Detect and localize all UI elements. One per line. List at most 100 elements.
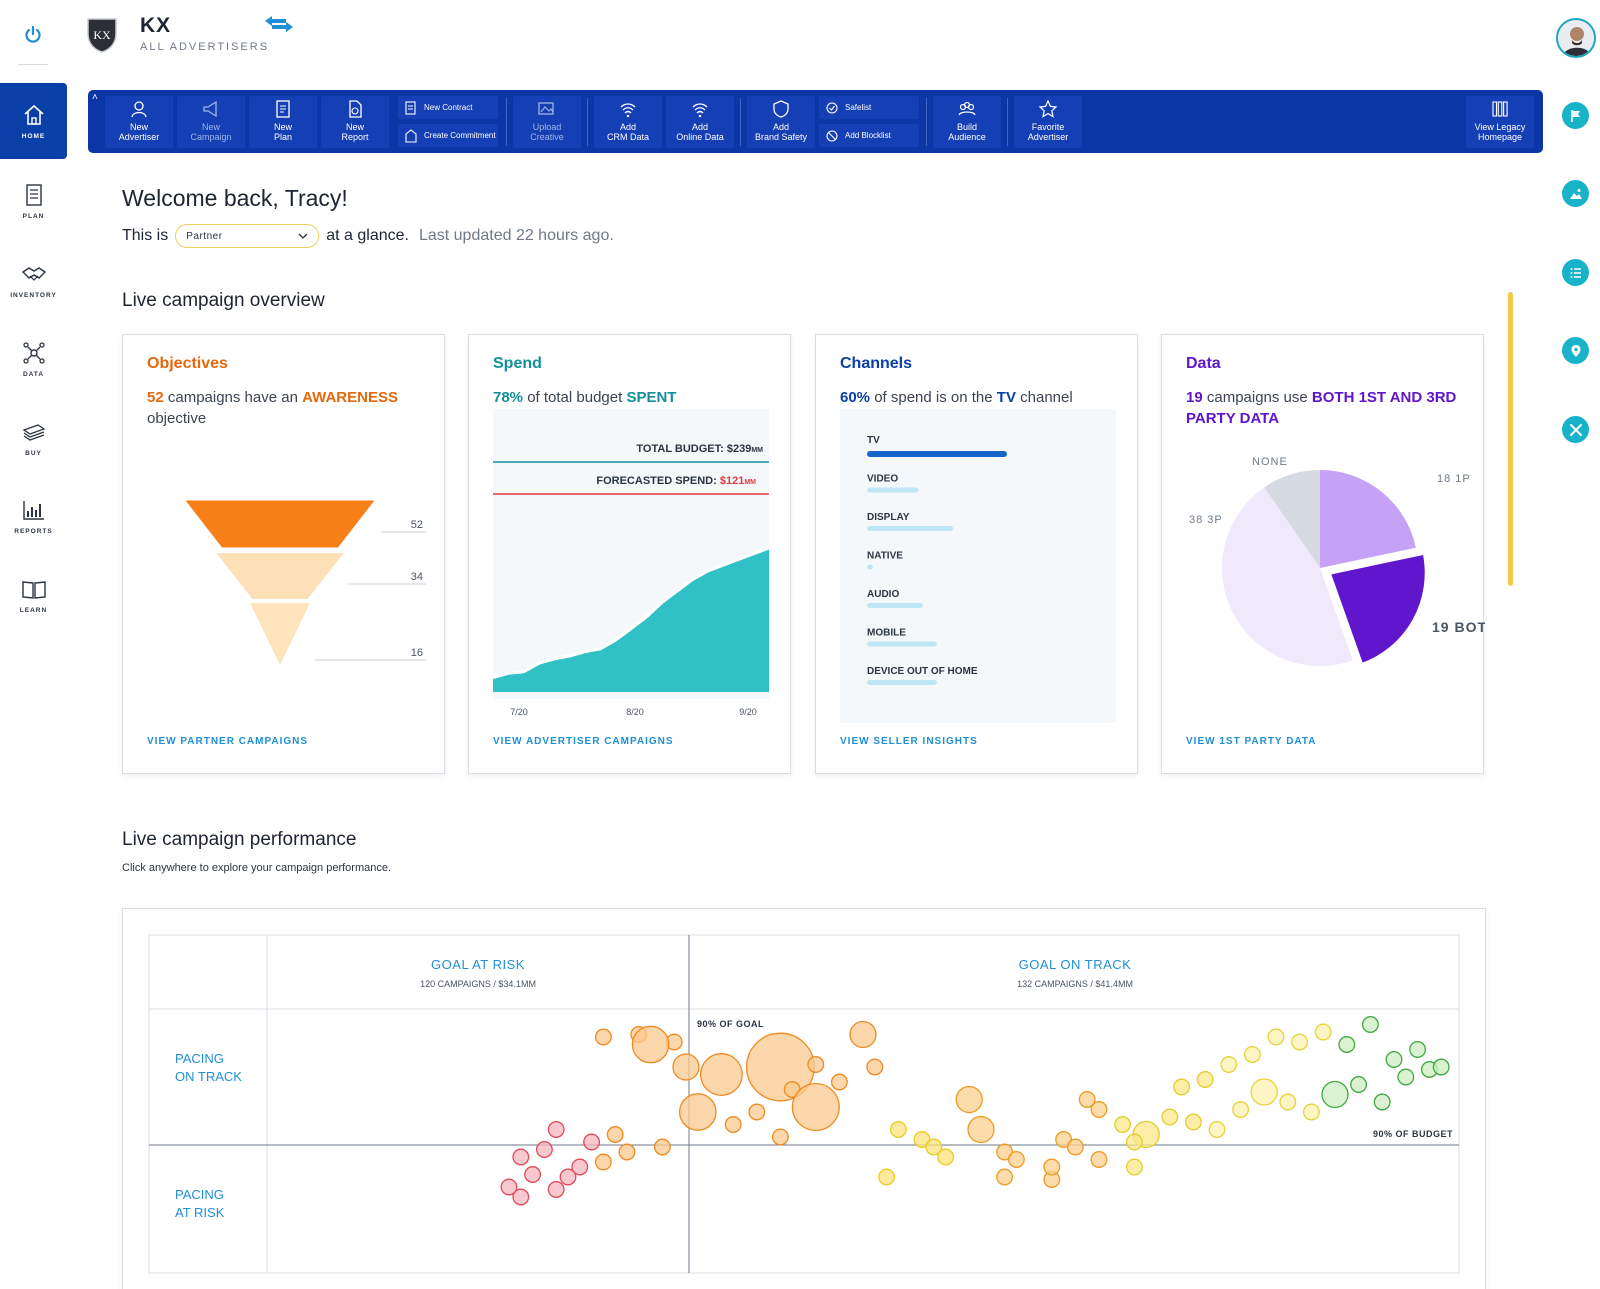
scroll-indicator[interactable]	[1508, 292, 1513, 586]
campaign-bubble[interactable]	[807, 1056, 825, 1073]
nav-learn[interactable]: LEARN	[0, 557, 67, 633]
campaign-bubble[interactable]	[1432, 1058, 1450, 1076]
build-audience-button[interactable]: Build Audience	[933, 96, 1001, 148]
channel-bar[interactable]	[867, 680, 937, 685]
campaign-bubble[interactable]	[866, 1058, 884, 1076]
view-seller-insights-link[interactable]: VIEW SELLER INSIGHTS	[840, 736, 978, 747]
campaign-bubble[interactable]	[996, 1143, 1014, 1161]
campaign-bubble[interactable]	[791, 1082, 840, 1132]
campaign-bubble[interactable]	[535, 1141, 553, 1158]
campaign-bubble[interactable]	[512, 1188, 530, 1206]
campaign-bubble[interactable]	[618, 1143, 636, 1161]
location-pin-icon[interactable]	[1562, 337, 1589, 364]
campaign-bubble[interactable]	[1007, 1151, 1025, 1168]
campaign-bubble[interactable]	[1267, 1028, 1285, 1046]
campaign-bubble[interactable]	[1090, 1101, 1108, 1118]
campaign-bubble[interactable]	[1321, 1080, 1349, 1109]
campaign-bubble[interactable]	[559, 1168, 577, 1186]
campaign-bubble[interactable]	[653, 1138, 671, 1156]
user-avatar[interactable]	[1556, 18, 1596, 58]
campaign-bubble[interactable]	[1314, 1023, 1332, 1041]
campaign-bubble[interactable]	[830, 1073, 848, 1091]
channel-bar[interactable]	[867, 451, 1007, 457]
campaign-bubble[interactable]	[1208, 1121, 1226, 1138]
campaign-bubble[interactable]	[1196, 1071, 1214, 1088]
campaign-bubble[interactable]	[1302, 1103, 1320, 1121]
campaign-bubble[interactable]	[1243, 1046, 1261, 1063]
campaign-bubble[interactable]	[1361, 1016, 1379, 1033]
campaign-bubble[interactable]	[996, 1168, 1014, 1186]
channels-card[interactable]: Channels 60% of spend is on the TV chann…	[815, 334, 1138, 774]
view-legacy-homepage-button[interactable]: View Legacy Homepage	[1466, 96, 1534, 148]
flag-icon[interactable]	[1562, 102, 1589, 129]
add-online-data-button[interactable]: Add Online Data	[666, 96, 734, 148]
campaign-bubble[interactable]	[1125, 1158, 1143, 1176]
campaign-bubble[interactable]	[1373, 1093, 1391, 1111]
nav-reports[interactable]: REPORTS	[0, 478, 67, 554]
list-icon[interactable]	[1562, 259, 1589, 286]
spend-card[interactable]: Spend 78% of total budget SPENT TOTAL BU…	[468, 334, 791, 774]
nav-plan[interactable]: PLAN	[0, 163, 67, 239]
pie-slice[interactable]	[1222, 487, 1353, 666]
add-blocklist-button[interactable]: Add Blocklist	[819, 124, 919, 147]
pie-slice[interactable]	[1320, 470, 1416, 568]
campaign-bubble[interactable]	[1114, 1116, 1132, 1133]
campaign-bubble[interactable]	[699, 1053, 743, 1096]
swap-arrows-icon[interactable]	[262, 12, 296, 36]
new-contract-button[interactable]: New Contract	[398, 96, 498, 119]
campaign-bubble[interactable]	[594, 1153, 612, 1171]
campaign-bubble[interactable]	[1338, 1036, 1356, 1053]
funnel-stage[interactable]	[216, 553, 344, 599]
safelist-button[interactable]: Safelist	[819, 96, 919, 119]
campaign-bubble[interactable]	[913, 1131, 931, 1148]
campaign-bubble[interactable]	[547, 1181, 565, 1198]
collapse-caret-icon[interactable]: ˄	[92, 92, 98, 103]
campaign-bubble[interactable]	[849, 1020, 877, 1049]
funnel-stage[interactable]	[250, 603, 310, 665]
campaign-bubble[interactable]	[1385, 1051, 1403, 1068]
view-advertiser-campaigns-link[interactable]: VIEW ADVERTISER CAMPAIGNS	[493, 736, 674, 747]
channel-bar[interactable]	[867, 564, 873, 570]
campaign-bubble[interactable]	[512, 1148, 530, 1166]
favorite-advertiser-button[interactable]: Favorite Advertiser	[1014, 96, 1082, 148]
performance-matrix[interactable]: GOAL AT RISK 120 CAMPAIGNS / $34.1MM GOAL …	[122, 908, 1486, 1289]
campaign-bubble[interactable]	[500, 1178, 518, 1196]
performance-bubble-chart[interactable]: GOAL AT RISK 120 CAMPAIGNS / $34.1MM GOAL …	[123, 909, 1487, 1289]
campaign-bubble[interactable]	[955, 1085, 983, 1114]
campaign-bubble[interactable]	[724, 1116, 742, 1133]
funnel-stage[interactable]	[179, 497, 381, 551]
campaign-bubble[interactable]	[1078, 1091, 1096, 1108]
data-card[interactable]: Data 19 campaigns use BOTH 1ST AND 3RD P…	[1161, 334, 1485, 774]
new-report-button[interactable]: New Report	[321, 96, 389, 148]
campaign-bubble[interactable]	[967, 1115, 995, 1144]
campaign-bubble[interactable]	[925, 1138, 943, 1156]
create-commitment-button[interactable]: Create Commitment	[398, 124, 498, 147]
campaign-bubble[interactable]	[937, 1148, 955, 1166]
power-icon[interactable]	[18, 20, 48, 50]
campaign-bubble[interactable]	[547, 1121, 565, 1138]
campaign-bubble[interactable]	[1043, 1158, 1061, 1176]
campaign-bubble[interactable]	[1250, 1078, 1278, 1106]
campaign-bubble[interactable]	[1350, 1076, 1368, 1093]
nav-inventory[interactable]: INVENTORY	[0, 242, 67, 318]
campaign-bubble[interactable]	[1291, 1033, 1309, 1051]
add-brand-safety-button[interactable]: Add Brand Safety	[747, 96, 815, 148]
spend-area[interactable]	[493, 548, 769, 692]
channel-bar[interactable]	[867, 603, 923, 608]
new-advertiser-button[interactable]: New Advertiser	[105, 96, 173, 148]
campaign-bubble[interactable]	[594, 1028, 612, 1046]
campaign-bubble[interactable]	[1161, 1108, 1179, 1126]
campaign-bubble[interactable]	[1232, 1101, 1250, 1118]
pie-slice[interactable]	[1326, 550, 1429, 668]
channel-bar[interactable]	[867, 641, 937, 647]
view-partner-campaigns-link[interactable]: VIEW PARTNER CAMPAIGNS	[147, 736, 309, 747]
campaign-bubble[interactable]	[771, 1128, 789, 1146]
campaign-bubble[interactable]	[748, 1103, 766, 1121]
campaign-bubble[interactable]	[678, 1093, 717, 1131]
campaign-bubble[interactable]	[571, 1158, 589, 1176]
campaign-bubble[interactable]	[1066, 1138, 1084, 1156]
campaign-bubble[interactable]	[631, 1025, 670, 1064]
campaign-bubble[interactable]	[583, 1133, 601, 1151]
new-campaign-button[interactable]: New Campaign	[177, 96, 245, 148]
campaign-bubble[interactable]	[1173, 1078, 1191, 1096]
